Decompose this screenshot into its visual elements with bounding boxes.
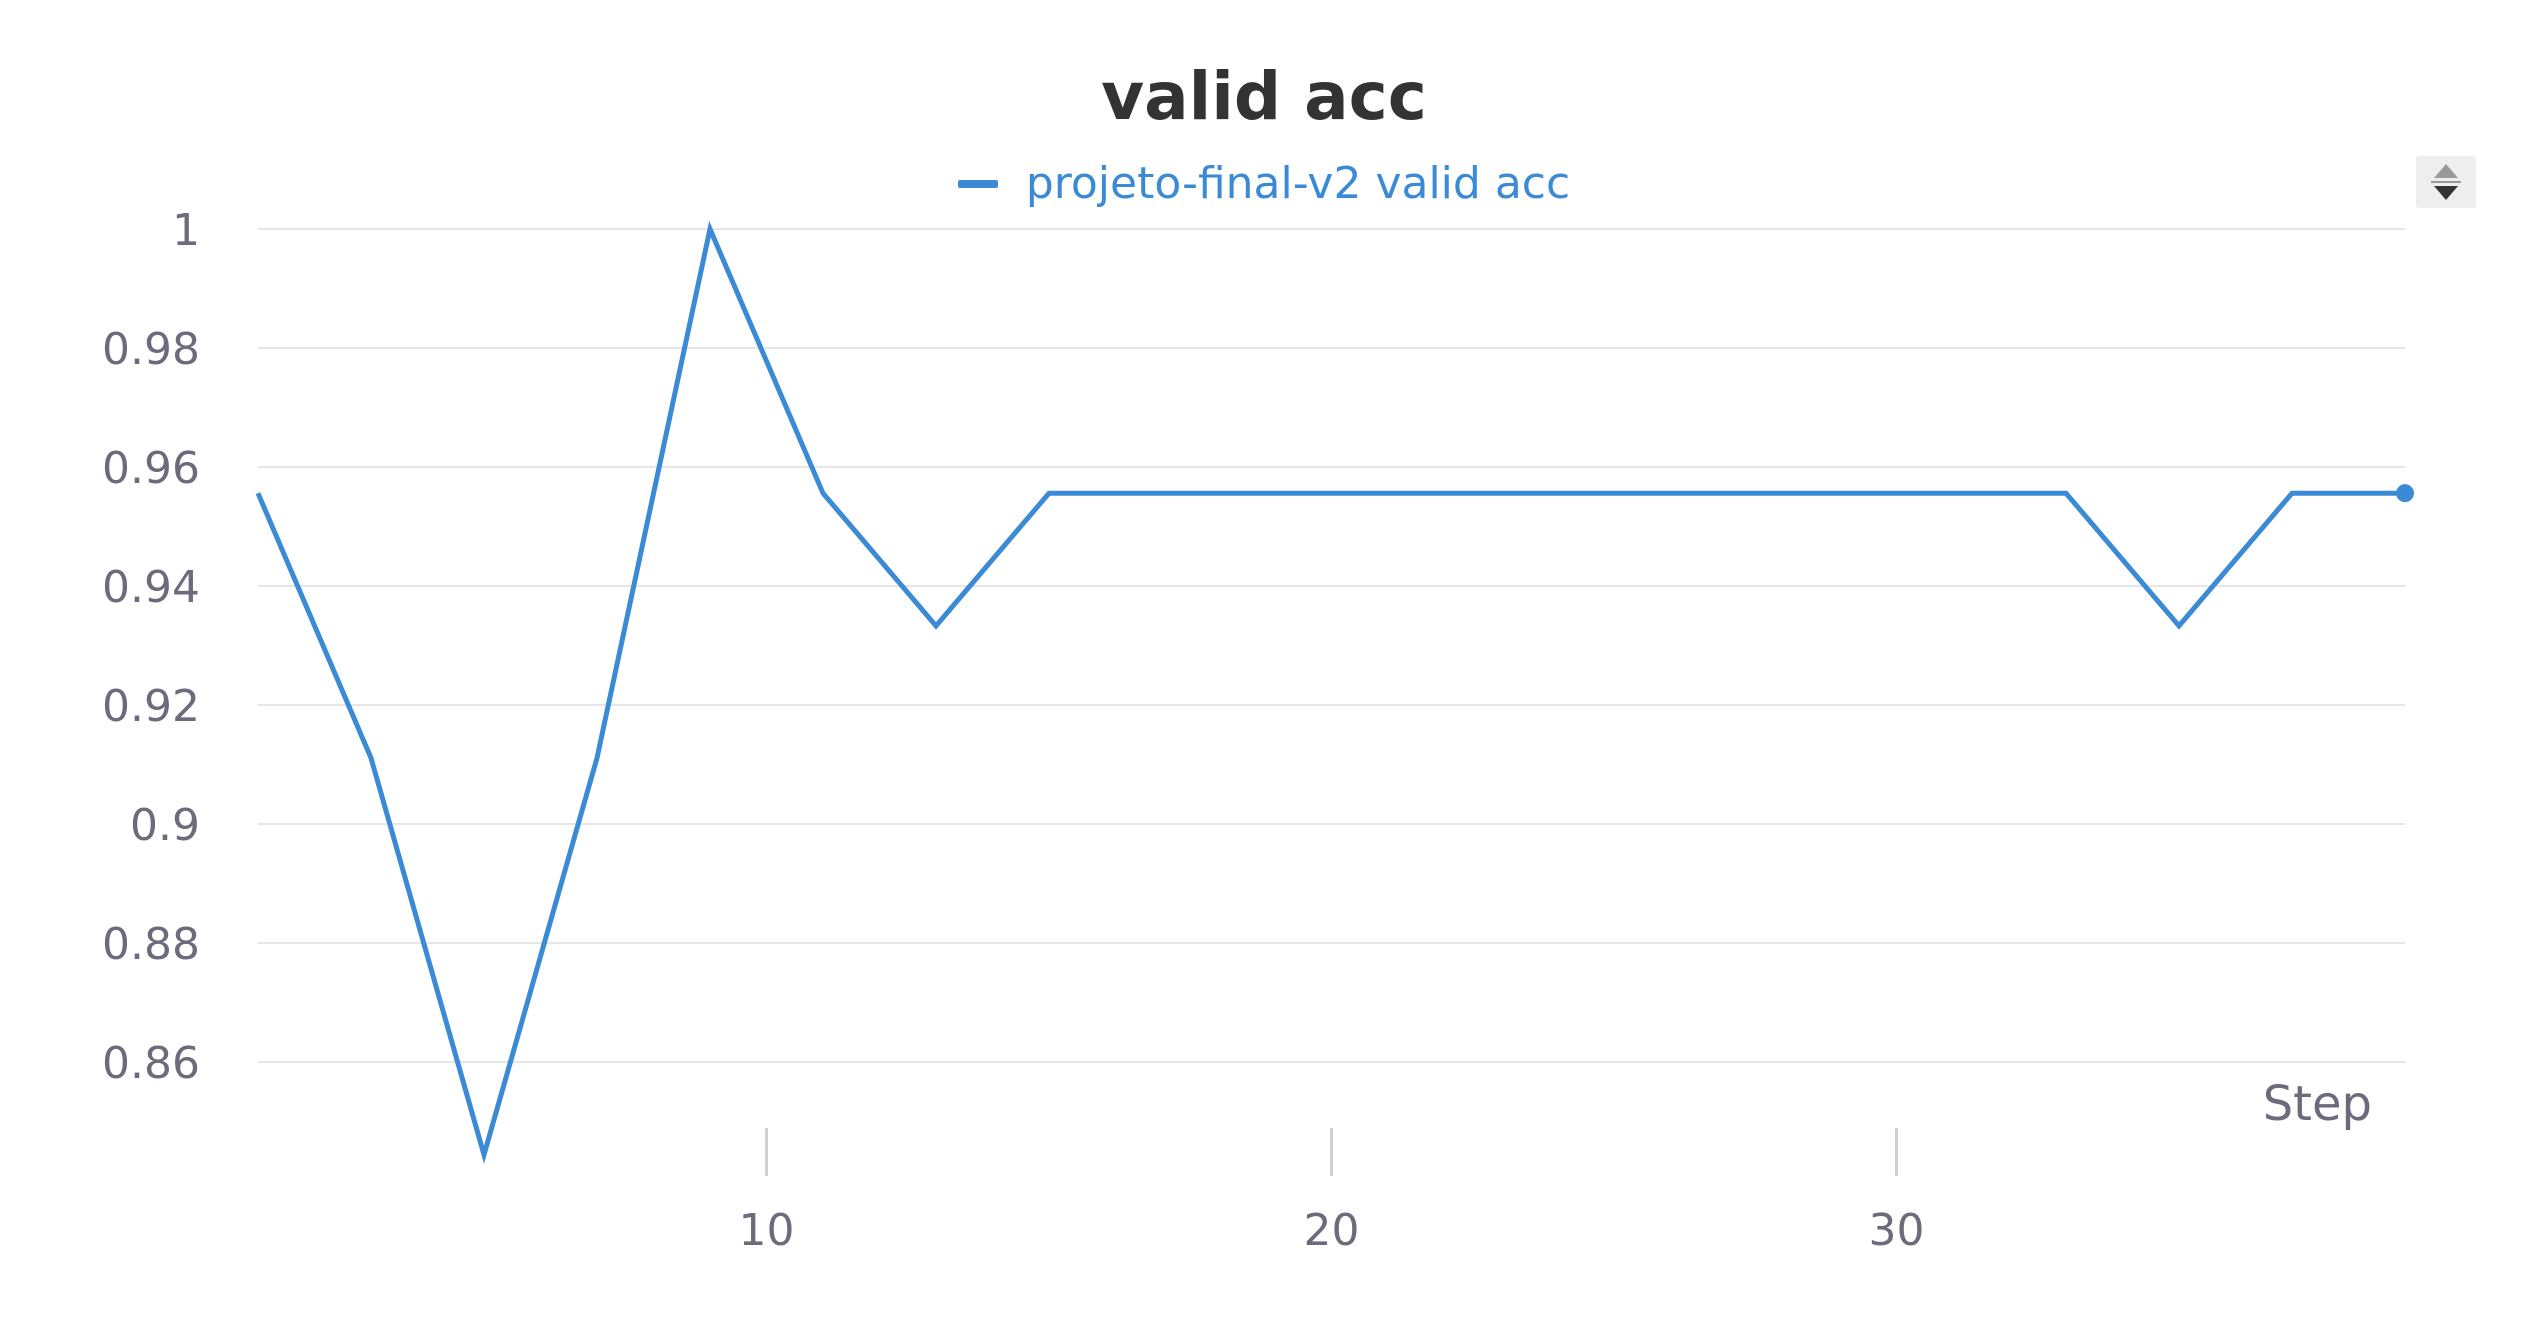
legend[interactable]: projeto-final-v2 valid acc	[0, 158, 2528, 209]
y-tick-label: 0.92	[102, 681, 200, 732]
divider	[2431, 181, 2461, 183]
y-tick-label: 0.88	[102, 919, 200, 970]
y-tick-label: 0.98	[102, 324, 200, 375]
legend-swatch	[957, 179, 998, 188]
x-axis-label: Step	[2263, 1076, 2372, 1132]
legend-scroll-control[interactable]	[2416, 156, 2476, 208]
series-end-point[interactable]	[2396, 484, 2414, 503]
arrow-down-icon[interactable]	[2434, 186, 2458, 200]
series-layer	[255, 220, 2414, 1164]
chart-title: valid acc	[1101, 58, 1427, 135]
y-tick-label: 0.94	[102, 562, 200, 613]
y-tick-label: 0.9	[130, 800, 200, 851]
x-tick-label: 10	[739, 1205, 795, 1256]
arrow-up-icon[interactable]	[2434, 164, 2458, 178]
y-axis-ticks: 0.86 0.88 0.9 0.92 0.94 0.96 0.98 1	[102, 205, 200, 1089]
y-tick-label: 1	[172, 205, 200, 256]
y-gridlines	[258, 228, 2405, 1063]
y-tick-label: 0.86	[102, 1038, 200, 1089]
x-axis-ticks: 10 20 30	[739, 1128, 1925, 1256]
x-tick-label: 20	[1304, 1205, 1360, 1256]
x-tick-label: 30	[1869, 1205, 1925, 1256]
y-tick-label: 0.96	[102, 443, 200, 494]
legend-entry-label: projeto-final-v2 valid acc	[1025, 158, 1571, 209]
series-line[interactable]	[255, 220, 2405, 1164]
